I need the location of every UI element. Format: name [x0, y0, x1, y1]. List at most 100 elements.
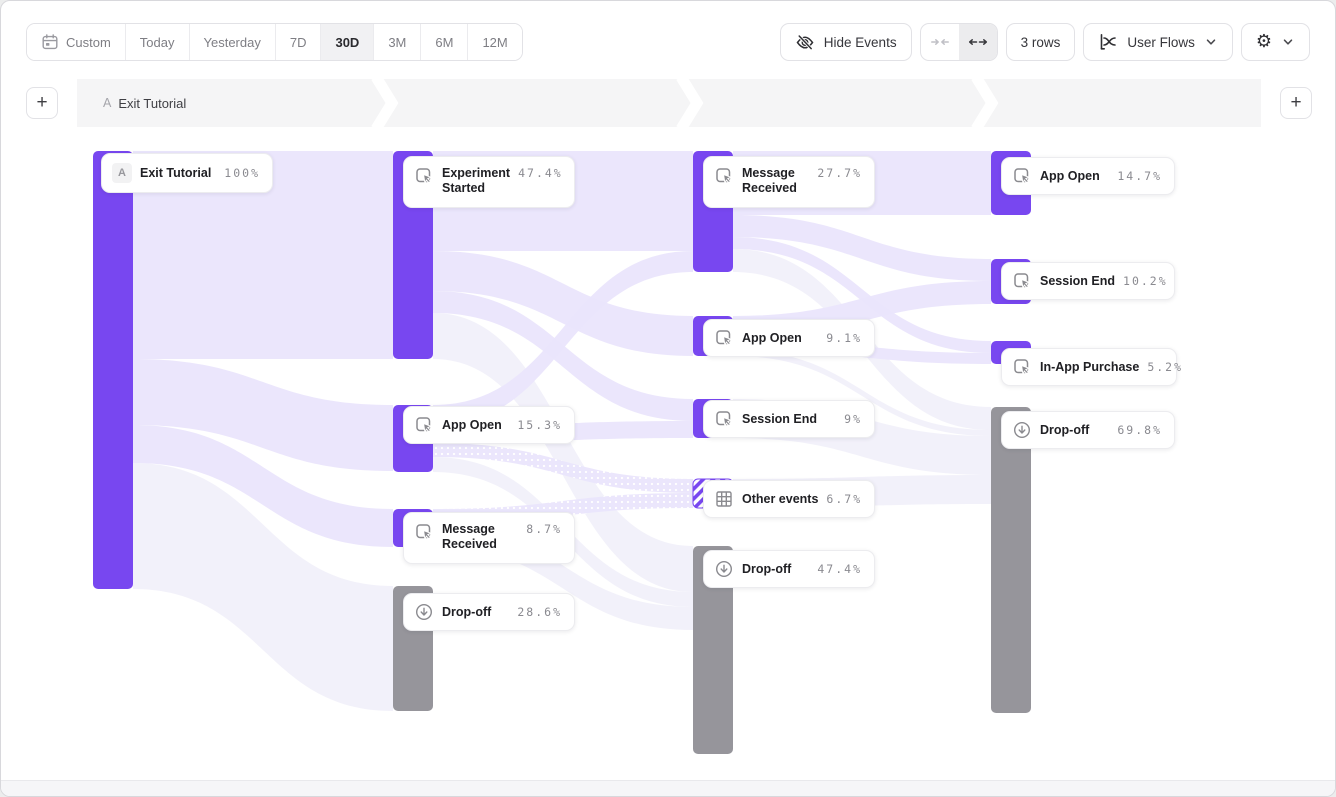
- node-card-app-open[interactable]: App Open 15.3%: [403, 406, 575, 444]
- chevron-down-icon: [1204, 35, 1218, 49]
- node-card-app-open[interactable]: App Open 9.1%: [703, 319, 875, 357]
- node-percent: 10.2%: [1123, 274, 1168, 288]
- flow-link-app-open-to-other-events: [433, 443, 693, 493]
- date-range-7d[interactable]: 7D: [275, 24, 322, 60]
- settings-dropdown[interactable]: ⚙: [1240, 23, 1310, 61]
- node-card-other-events[interactable]: Other events 6.7%: [703, 480, 875, 518]
- view-selector-label: User Flows: [1127, 34, 1195, 50]
- date-range-30d[interactable]: 30D: [321, 24, 375, 60]
- node-card-message-received[interactable]: Message Received 8.7%: [403, 512, 575, 564]
- eye-off-icon: [795, 32, 815, 52]
- node-card-in-app-purchase[interactable]: In-App Purchase 5.2%: [1001, 348, 1181, 386]
- node-card-drop-off[interactable]: Drop-off 47.4%: [703, 550, 875, 588]
- node-name: Drop-off: [742, 561, 792, 576]
- dropoff-icon: [414, 602, 434, 622]
- node-percent: 15.3%: [517, 418, 562, 432]
- node-name: Experiment Started: [442, 166, 511, 195]
- step-a-label[interactable]: A Exit Tutorial: [103, 79, 186, 127]
- node-card-exit-tutorial[interactable]: A Exit Tutorial 100%: [101, 153, 273, 193]
- node-name: Session End: [1040, 273, 1116, 288]
- node-card-session-end[interactable]: Session End 10.2%: [1001, 262, 1175, 300]
- date-range-label: 7D: [289, 34, 307, 50]
- event-icon: [714, 166, 734, 186]
- date-range-3m[interactable]: 3M: [374, 24, 422, 60]
- event-icon: [414, 415, 434, 435]
- node-percent: 27.7%: [817, 166, 862, 180]
- steps-header-bar[interactable]: A Exit Tutorial: [77, 79, 1261, 127]
- node-bar-drop-off[interactable]: [991, 407, 1031, 713]
- rows-button[interactable]: 3 rows: [1005, 23, 1076, 61]
- hide-events-button[interactable]: Hide Events: [779, 23, 912, 61]
- flow-link-exit-tutorial-to-message-received: [133, 425, 393, 547]
- flow-link-message-received-to-in-app-purchase: [733, 237, 991, 353]
- node-name: Drop-off: [1040, 422, 1090, 437]
- flow-link-app-open-to-drop-off: [733, 350, 991, 436]
- rows-label: 3 rows: [1020, 34, 1061, 50]
- node-percent: 14.7%: [1117, 169, 1162, 183]
- add-end-step-button[interactable]: +: [1280, 87, 1312, 119]
- node-percent: 8.7%: [526, 522, 562, 536]
- node-card-drop-off[interactable]: Drop-off 28.6%: [403, 593, 575, 631]
- node-card-app-open[interactable]: App Open 14.7%: [1001, 157, 1175, 195]
- step-badge: A: [103, 96, 112, 110]
- date-range-label: Custom: [66, 34, 111, 50]
- node-name: App Open: [1040, 168, 1100, 183]
- node-percent: 9.1%: [826, 331, 862, 345]
- flow-link-exit-tutorial-to-experiment-started: [133, 151, 393, 359]
- plus-icon: +: [36, 92, 48, 113]
- date-range-6m[interactable]: 6M: [421, 24, 469, 60]
- flow-chart-icon: [1098, 32, 1118, 52]
- node-name: Message Received: [442, 522, 497, 551]
- node-card-drop-off[interactable]: Drop-off 69.8%: [1001, 411, 1175, 449]
- collapse-columns-button[interactable]: [921, 24, 959, 60]
- node-card-experiment-started[interactable]: Experiment Started 47.4%: [403, 156, 575, 208]
- toolbar-right: Hide Events 3 rows: [779, 23, 1310, 61]
- view-selector-dropdown[interactable]: User Flows: [1083, 23, 1233, 61]
- node-percent: 47.4%: [518, 166, 563, 180]
- dropoff-icon: [714, 559, 734, 579]
- flow-link-experiment-started-to-session-end: [433, 291, 693, 421]
- arrows-expand-icon: [968, 32, 988, 52]
- event-icon: [1012, 271, 1032, 291]
- node-percent: 69.8%: [1117, 423, 1162, 437]
- date-range-label: 12M: [482, 34, 508, 50]
- node-card-session-end[interactable]: Session End 9%: [703, 400, 875, 438]
- date-range-custom[interactable]: Custom: [27, 24, 126, 60]
- calendar-icon: [41, 33, 59, 51]
- node-card-message-received[interactable]: Message Received 27.7%: [703, 156, 875, 208]
- node-name: Drop-off: [442, 604, 492, 619]
- node-name: App Open: [742, 330, 802, 345]
- step-title: Exit Tutorial: [118, 95, 187, 111]
- step-a-badge: A: [112, 163, 132, 183]
- gear-icon: ⚙: [1255, 31, 1272, 52]
- event-icon: [1012, 357, 1032, 377]
- date-range-12m[interactable]: 12M: [468, 24, 522, 60]
- node-percent: 100%: [224, 166, 260, 180]
- hide-events-label: Hide Events: [823, 34, 897, 50]
- node-percent: 5.2%: [1147, 360, 1184, 374]
- node-name: In-App Purchase: [1040, 359, 1140, 374]
- node-bar-drop-off[interactable]: [693, 546, 733, 754]
- node-bar-exit-tutorial[interactable]: [93, 151, 133, 589]
- spacing-toggle-group: [919, 23, 998, 61]
- expand-columns-button[interactable]: [958, 24, 997, 60]
- date-range-label: 6M: [435, 34, 454, 50]
- footer-strip: [1, 780, 1335, 796]
- node-name: Session End: [742, 411, 818, 426]
- date-range-label: 30D: [335, 34, 360, 50]
- dropoff-icon: [1012, 420, 1032, 440]
- add-start-step-button[interactable]: +: [26, 87, 58, 119]
- plus-icon: +: [1290, 92, 1302, 113]
- chevron-down-icon: [1281, 35, 1295, 49]
- date-range-label: 3M: [388, 34, 407, 50]
- date-range-label: Yesterday: [203, 34, 261, 50]
- flow-link-exit-tutorial-to-app-open: [133, 359, 393, 471]
- date-range-yesterday[interactable]: Yesterday: [189, 24, 276, 60]
- node-name: Message Received: [742, 166, 797, 195]
- node-name: Other events: [742, 491, 819, 506]
- flow-link-app-open-to-message-received: [433, 251, 693, 426]
- step-chevron-separators: [371, 79, 999, 127]
- date-range-today[interactable]: Today: [125, 24, 190, 60]
- event-icon: [714, 328, 734, 348]
